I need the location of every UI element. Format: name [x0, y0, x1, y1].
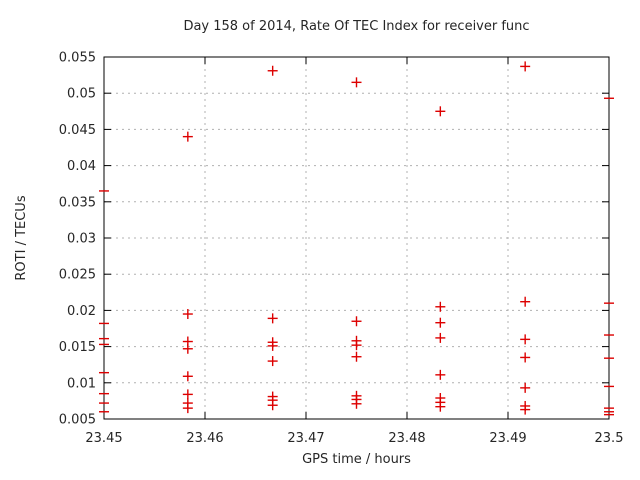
x-tick-label: 23.49 — [489, 431, 526, 446]
tick-labels: 0.005 0.01 0.015 0.02 0.025 0.03 0.035 0.04 0.04… — [59, 51, 624, 447]
x-axis-label: GPS time / hours — [302, 452, 411, 467]
x-tick-label: 23.48 — [388, 431, 425, 446]
y-tick-label: 0.045 — [59, 123, 96, 138]
y-tick-label: 0.035 — [59, 195, 96, 210]
y-tick-label: 0.055 — [59, 51, 96, 66]
y-tick-label: 0.005 — [59, 413, 96, 428]
grid-lines — [104, 57, 609, 419]
y-tick-label: 0.025 — [59, 268, 96, 283]
y-tick-label: 0.01 — [67, 376, 96, 391]
x-tick-label: 23.45 — [85, 431, 122, 446]
x-tick-label: 23.5 — [595, 431, 624, 446]
x-tick-label: 23.47 — [287, 431, 324, 446]
y-tick-label: 0.02 — [67, 304, 96, 319]
chart-title: Day 158 of 2014, Rate Of TEC Index for r… — [183, 19, 529, 34]
x-tick-label: 23.46 — [186, 431, 223, 446]
y-tick-label: 0.03 — [67, 232, 96, 247]
y-axis-label: ROTI / TECUs — [14, 195, 29, 280]
data-points — [99, 61, 614, 416]
y-tick-label: 0.015 — [59, 340, 96, 355]
y-tick-label: 0.05 — [67, 87, 96, 102]
y-tick-label: 0.04 — [67, 159, 96, 174]
axis-ticks — [103, 56, 610, 420]
